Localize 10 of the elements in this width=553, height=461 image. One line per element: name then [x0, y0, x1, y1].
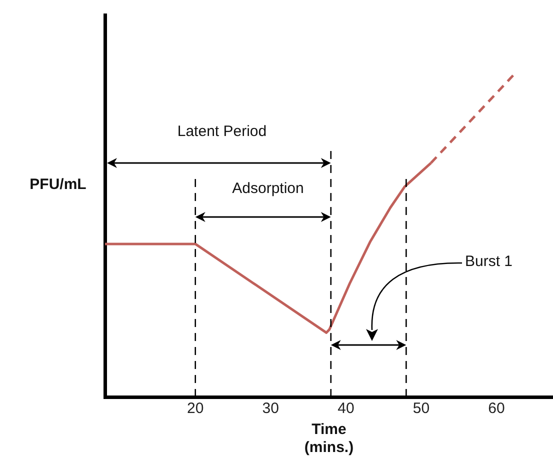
x-tick-label: 20 — [187, 400, 204, 418]
x-tick-label: 30 — [262, 400, 279, 418]
x-tick-label: 40 — [338, 400, 354, 418]
x-tick-label: 60 — [488, 400, 505, 418]
annotation: Burst 1 — [465, 253, 514, 270]
x-tick-label: 50 — [412, 400, 430, 418]
y-axis-title: PFU/mL — [28, 176, 88, 193]
annotation: Latent Period — [176, 123, 268, 140]
x-axis-title: Time (mins.) — [304, 421, 354, 456]
annotation: Adsorption — [231, 180, 305, 197]
